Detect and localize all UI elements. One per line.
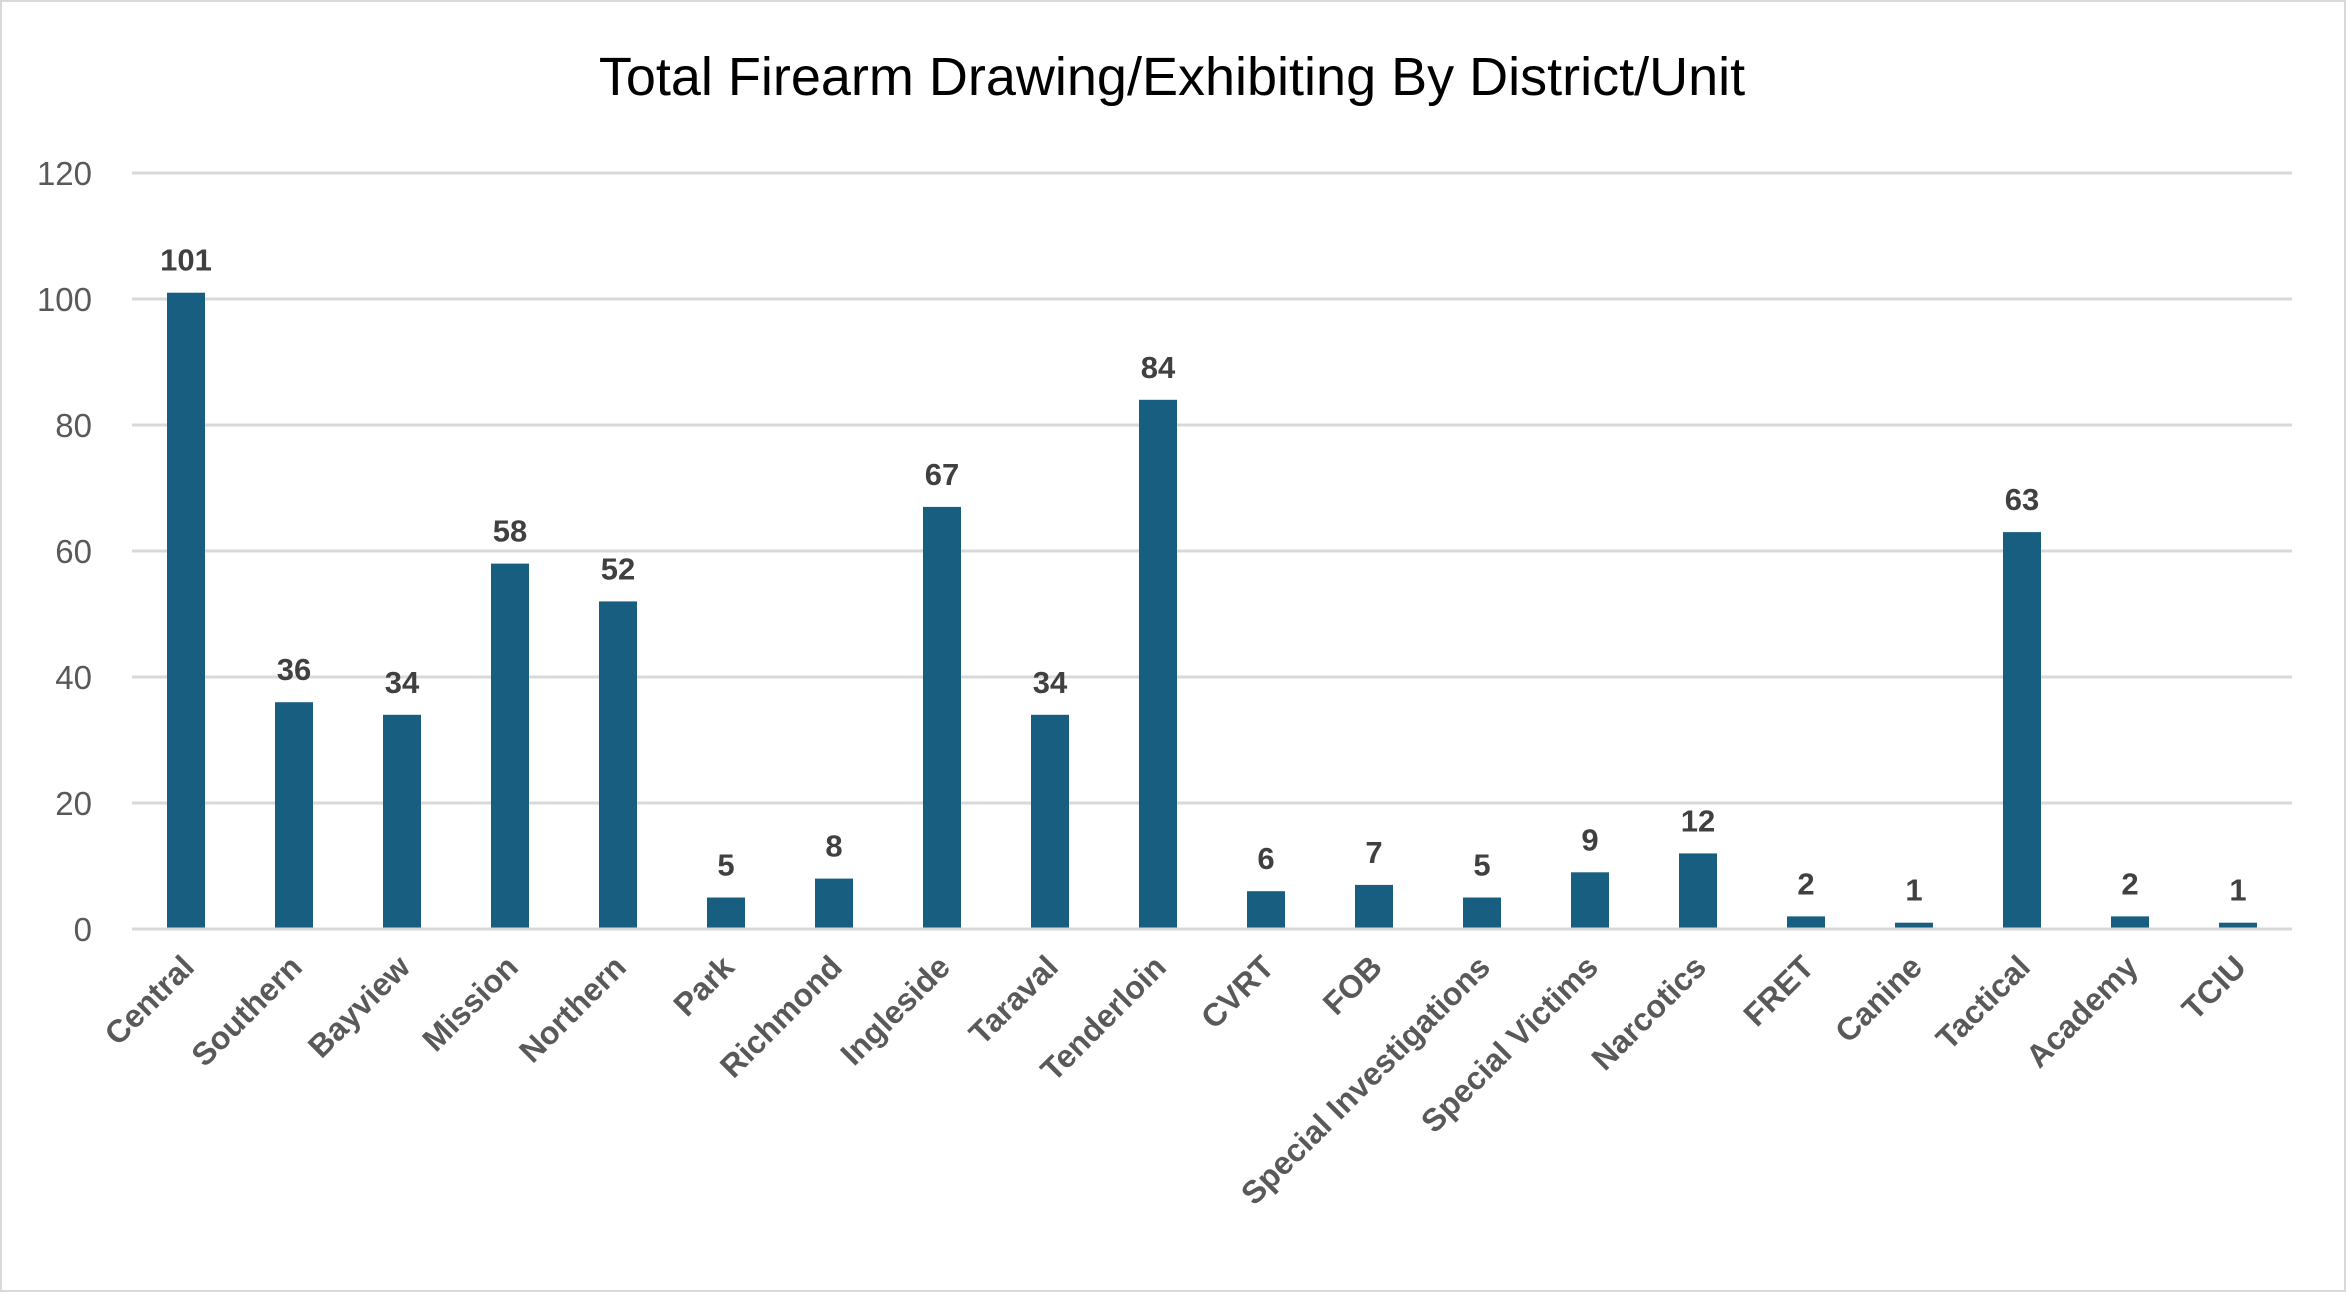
data-label: 8	[825, 829, 842, 864]
bar-park	[707, 897, 745, 929]
data-label: 5	[1473, 848, 1490, 883]
bar-central	[167, 292, 205, 929]
data-label: 12	[1681, 803, 1715, 838]
data-label: 34	[385, 665, 420, 700]
bar-southern	[275, 702, 313, 929]
data-label: 1	[2229, 873, 2246, 908]
bar-richmond	[815, 878, 853, 929]
data-label: 7	[1365, 835, 1382, 870]
y-tick-label: 80	[55, 407, 92, 444]
data-label: 67	[925, 457, 959, 492]
y-tick-label: 20	[55, 785, 92, 822]
bar-fob	[1355, 884, 1393, 929]
data-label: 101	[160, 243, 212, 278]
bar-tactical	[2003, 532, 2041, 929]
bar-special-investigations	[1463, 897, 1501, 929]
bar-cvrt	[1247, 891, 1285, 929]
data-label: 6	[1257, 841, 1274, 876]
y-tick-label: 0	[74, 911, 92, 948]
bar-narcotics	[1679, 853, 1717, 929]
bar-academy	[2111, 916, 2149, 929]
bar-northern	[599, 601, 637, 929]
data-label: 84	[1141, 350, 1176, 385]
bar-tenderloin	[1139, 399, 1177, 929]
bars	[167, 292, 2257, 929]
bar-tciu	[2219, 922, 2257, 929]
data-label: 1	[1905, 873, 1922, 908]
data-label: 5	[717, 848, 734, 883]
chart-title: Total Firearm Drawing/Exhibiting By Dist…	[599, 47, 1745, 107]
bar-ingleside	[923, 506, 961, 929]
bar-special-victims	[1571, 872, 1609, 929]
data-label: 9	[1581, 822, 1598, 857]
data-label: 58	[493, 514, 527, 549]
bar-canine	[1895, 922, 1933, 929]
y-tick-label: 40	[55, 659, 92, 696]
y-tick-label: 60	[55, 533, 92, 570]
y-axis: 0 20 40 60 80 100 120	[37, 155, 92, 948]
y-tick-label: 100	[37, 281, 92, 318]
data-label: 2	[1797, 866, 1814, 901]
data-label: 52	[601, 551, 635, 586]
data-label: 36	[277, 652, 311, 687]
bar-taraval	[1031, 714, 1069, 929]
bar-bayview	[383, 714, 421, 929]
data-label: 2	[2121, 866, 2138, 901]
data-label: 63	[2005, 482, 2039, 517]
bar-fret	[1787, 916, 1825, 929]
data-label: 34	[1033, 665, 1068, 700]
y-tick-label: 120	[37, 155, 92, 192]
bar-mission	[491, 563, 529, 929]
